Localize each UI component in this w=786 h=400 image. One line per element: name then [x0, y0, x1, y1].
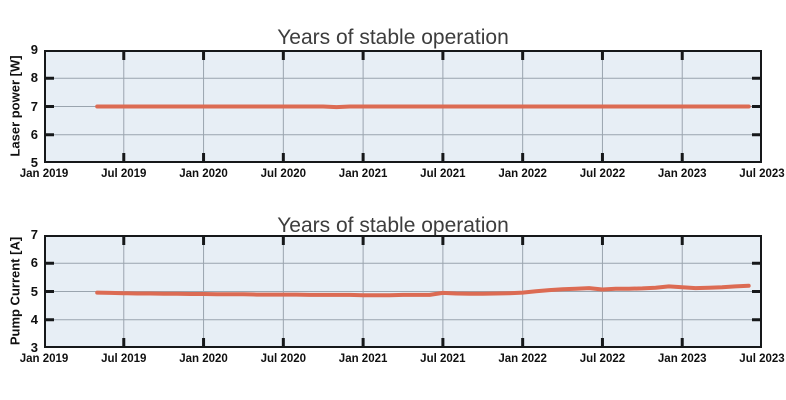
y-tick-label: 7 [30, 98, 38, 114]
plot-border [44, 235, 762, 348]
plot-border [44, 50, 762, 163]
chart-title: Years of stable operation [277, 26, 509, 50]
plot-area [44, 235, 762, 348]
x-tick-label: Jan 2019 [19, 353, 69, 365]
x-tick-label: Jul 2020 [260, 168, 307, 180]
y-tick-label: 9 [30, 42, 38, 57]
y-tick-label: 8 [30, 70, 38, 86]
x-tick-label: Jan 2019 [19, 168, 69, 180]
y-axis-label: Pump Current [A] [7, 236, 23, 346]
x-tick-label: Jul 2021 [420, 353, 466, 365]
y-tick-label: 5 [30, 283, 38, 299]
x-tick-label: Jul 2022 [579, 353, 626, 365]
x-tick-label: Jan 2021 [338, 353, 388, 365]
y-tick-label: 6 [30, 126, 38, 142]
data-line [95, 104, 751, 110]
plot-area [44, 50, 762, 163]
x-tick-label: Jul 2020 [260, 353, 307, 365]
x-tick-label: Jan 2022 [498, 168, 547, 180]
x-tick-label: Jan 2023 [657, 168, 707, 180]
x-tick-label: Jan 2022 [498, 353, 547, 365]
x-tick-label: Jul 2023 [739, 353, 785, 365]
y-tick-label: 3 [30, 340, 38, 355]
plot-background [44, 235, 762, 348]
y-axis-label: Laser power [W] [7, 55, 23, 157]
x-tick-label: Jul 2021 [420, 168, 466, 180]
plot-background [44, 50, 762, 163]
x-tick-label: Jan 2021 [338, 168, 388, 180]
x-tick-label: Jul 2022 [579, 168, 626, 180]
y-tick-label: 4 [30, 311, 38, 327]
y-tick-label: 7 [30, 227, 38, 242]
x-tick-label: Jul 2019 [101, 168, 147, 180]
x-tick-label: Jan 2020 [179, 353, 228, 365]
y-tick-label: 6 [30, 255, 38, 271]
x-tick-label: Jul 2023 [739, 168, 785, 180]
data-line [95, 283, 751, 298]
chart-title: Years of stable operation [277, 214, 509, 238]
x-tick-label: Jan 2020 [179, 168, 228, 180]
x-tick-label: Jan 2023 [657, 353, 707, 365]
x-tick-label: Jul 2019 [101, 353, 147, 365]
y-tick-label: 5 [30, 155, 38, 170]
